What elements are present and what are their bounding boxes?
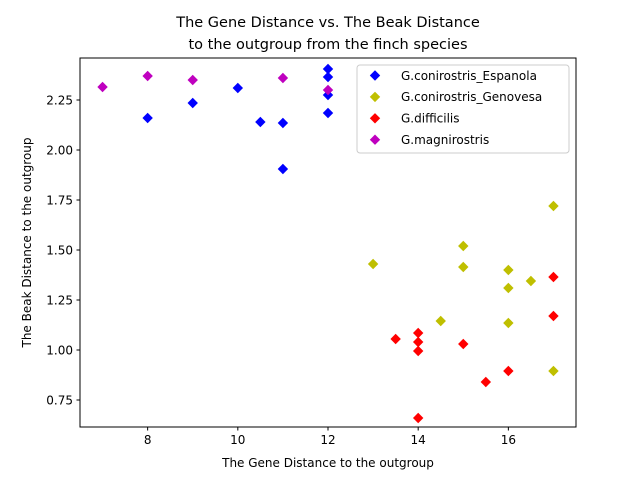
- data-point: [97, 81, 108, 93]
- data-point: [503, 317, 514, 329]
- legend-entry-label: G.conirostris_Genovesa: [401, 90, 542, 104]
- series-G.magnirostris: [97, 70, 334, 96]
- data-point: [367, 258, 379, 270]
- data-point: [548, 200, 559, 212]
- series-G.conirostris_Espanola: [142, 63, 334, 175]
- data-point: [277, 117, 289, 129]
- y-tick-label: 1.75: [46, 193, 73, 207]
- data-point: [322, 71, 334, 83]
- legend-marker: [369, 113, 381, 124]
- data-point: [322, 84, 334, 96]
- data-point: [548, 310, 559, 322]
- legend-marker: [369, 134, 381, 145]
- legend-marker: [369, 91, 381, 103]
- data-point: [142, 112, 153, 124]
- y-tick-label: 1.00: [46, 343, 73, 357]
- data-point: [548, 365, 559, 377]
- legend-entry-label: G.difficilis: [401, 112, 460, 126]
- x-tick-label: 12: [320, 433, 335, 447]
- series-G.difficilis: [390, 271, 559, 424]
- legend-box: [356, 64, 570, 154]
- legend-entry-label: G.conirostris_Espanola: [401, 69, 537, 83]
- data-point: [503, 264, 514, 276]
- x-axis-ticks: 8 10 12 14 16: [144, 427, 516, 447]
- data-point: [525, 275, 537, 287]
- data-point: [412, 336, 424, 348]
- legend-entry-label: G.magnirostris: [401, 133, 489, 147]
- x-tick-label: 8: [144, 433, 152, 447]
- data-point: [435, 315, 446, 327]
- y-tick-label: 1.50: [46, 243, 73, 257]
- y-tick-label: 1.25: [46, 293, 73, 307]
- data-point: [412, 345, 424, 357]
- y-axis-ticks: 0.75 1.00 1.25 1.50 1.75 2.00 2.25: [46, 93, 80, 407]
- data-point: [255, 116, 266, 128]
- data-point: [322, 107, 334, 119]
- data-point: [412, 412, 424, 424]
- data-point: [412, 327, 424, 339]
- data-point: [142, 70, 153, 82]
- y-tick-label: 2.25: [46, 93, 73, 107]
- data-point: [458, 240, 469, 252]
- y-axis-label: The Beak Distance to the outgroup: [20, 137, 34, 348]
- data-point: [480, 376, 492, 388]
- chart-title-line-2: to the outgroup from the finch species: [188, 37, 467, 53]
- chart-title: The Gene Distance vs. The Beak Distance …: [175, 15, 480, 53]
- data-point: [232, 82, 244, 94]
- data-point: [187, 97, 198, 109]
- y-tick-label: 0.75: [46, 393, 73, 407]
- chart-title-line-1: The Gene Distance vs. The Beak Distance: [175, 15, 480, 31]
- data-point: [503, 365, 514, 377]
- x-tick-label: 14: [411, 433, 426, 447]
- data-point: [277, 72, 289, 84]
- data-points: [97, 63, 559, 424]
- data-point: [458, 338, 469, 350]
- data-point: [322, 63, 334, 75]
- series-G.conirostris_Genovesa: [367, 200, 559, 377]
- x-tick-label: 16: [501, 433, 516, 447]
- data-point: [548, 271, 559, 283]
- legend: G.conirostris_Espanola G.conirostris_Geno…: [356, 64, 570, 154]
- data-point: [390, 333, 401, 345]
- y-tick-label: 2.00: [46, 143, 73, 157]
- data-point: [277, 163, 289, 175]
- legend-marker: [369, 70, 381, 81]
- data-point: [187, 74, 198, 86]
- x-tick-label: 10: [230, 433, 245, 447]
- data-point: [458, 261, 469, 273]
- x-axis-label: The Gene Distance to the outgroup: [221, 456, 434, 470]
- data-point: [503, 282, 514, 294]
